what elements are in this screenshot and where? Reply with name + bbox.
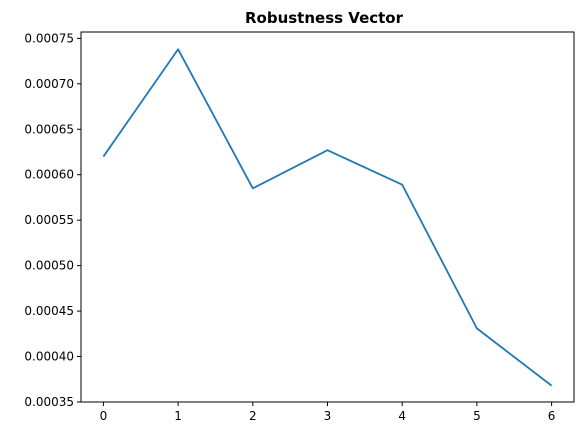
x-tick-label: 4	[398, 409, 406, 423]
x-axis: 0 1 2 3 4 5 6	[100, 402, 556, 423]
y-tick-label: 0.00070	[24, 77, 74, 91]
y-tick-label: 0.00060	[24, 168, 74, 182]
y-tick-label: 0.00050	[24, 259, 74, 273]
plot-area	[102, 48, 553, 387]
y-axis: 0.00035 0.00040 0.00045 0.00050 0.00055 0.000…	[24, 31, 81, 409]
x-tick-label: 1	[174, 409, 182, 423]
x-tick-label: 5	[473, 409, 481, 423]
series-line	[102, 48, 553, 387]
y-tick-label: 0.00045	[24, 304, 74, 318]
y-tick-label: 0.00055	[24, 213, 74, 227]
x-tick-label: 0	[100, 409, 108, 423]
x-tick-label: 3	[324, 409, 332, 423]
x-tick-label: 6	[548, 409, 556, 423]
x-tick-label: 2	[249, 409, 257, 423]
chart-title: Robustness Vector	[245, 9, 404, 27]
y-tick-label: 0.00075	[24, 31, 74, 45]
y-tick-label: 0.00065	[24, 122, 74, 136]
y-tick-label: 0.00040	[24, 350, 74, 364]
y-tick-label: 0.00035	[24, 395, 74, 409]
